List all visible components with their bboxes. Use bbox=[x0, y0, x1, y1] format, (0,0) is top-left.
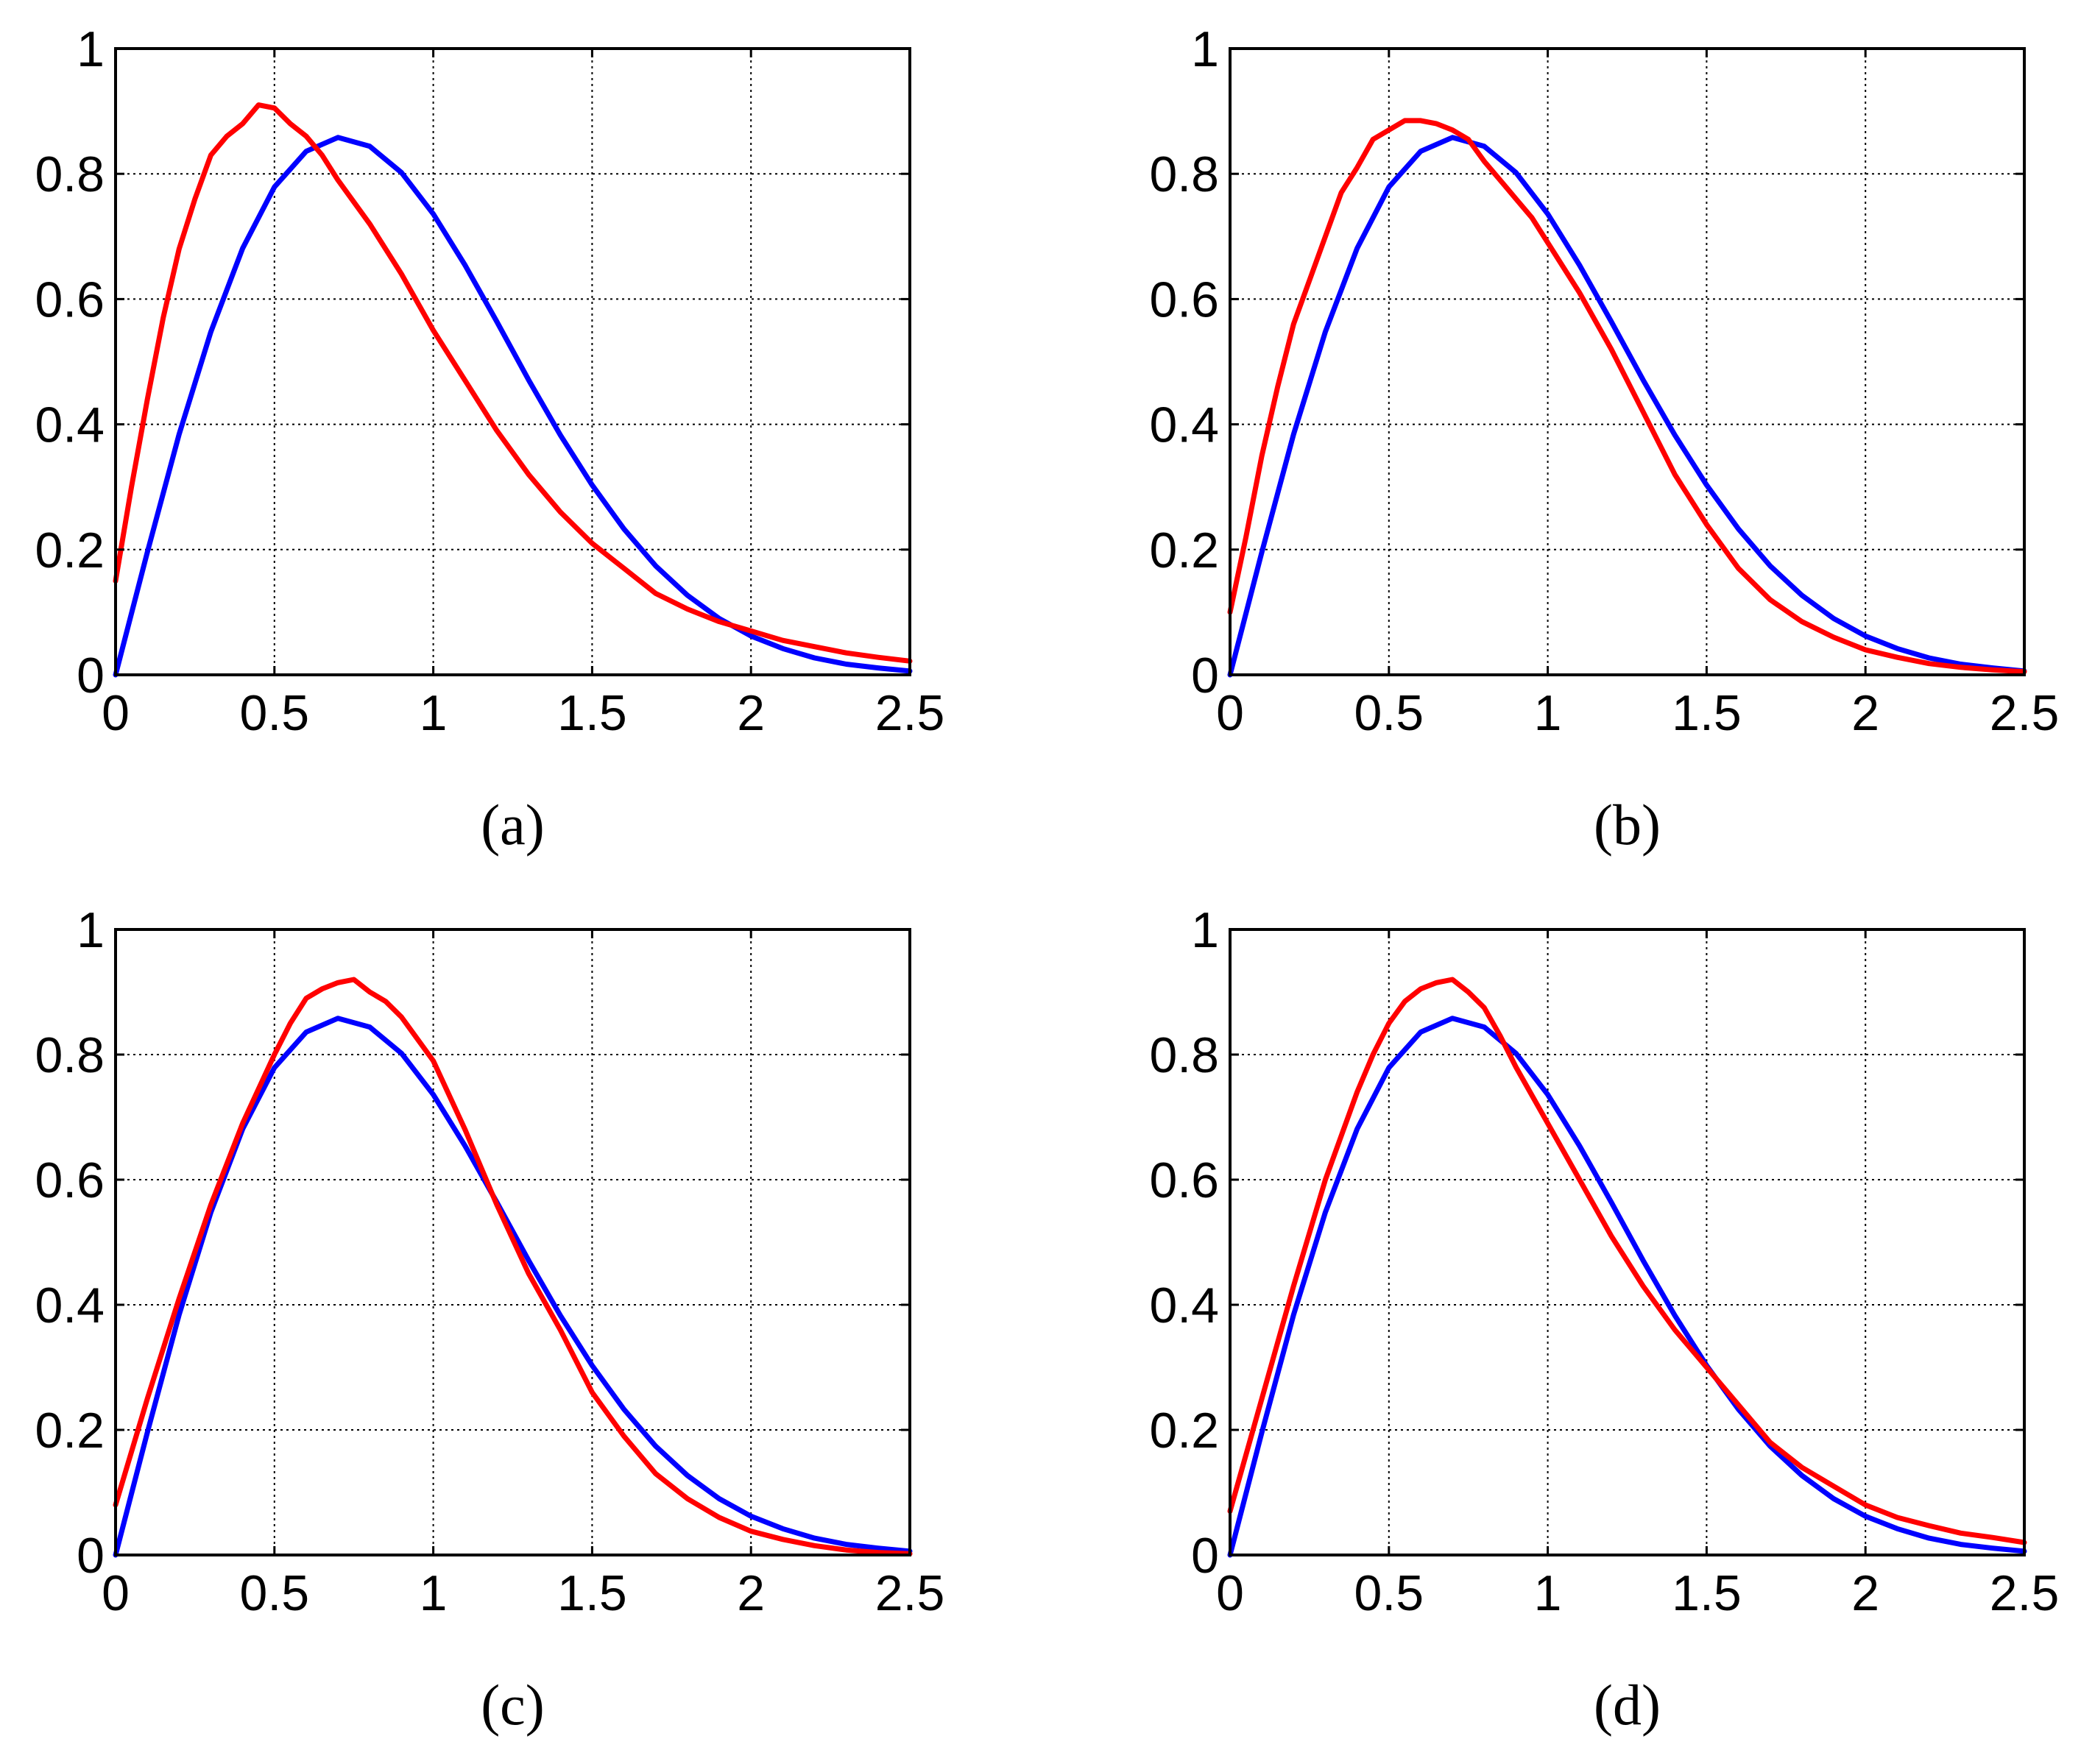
y-tick-label: 0.6 bbox=[1149, 272, 1219, 327]
series-line-red bbox=[113, 977, 913, 1556]
y-tick-label: 1 bbox=[77, 21, 105, 77]
x-tick-label: 2.5 bbox=[1990, 685, 2060, 741]
y-tick-label: 1 bbox=[1191, 902, 1219, 958]
y-tick-label: 0.2 bbox=[35, 1403, 105, 1459]
axes-frame bbox=[114, 47, 911, 676]
y-tick-label: 0 bbox=[77, 648, 105, 704]
y-tick-label: 0.2 bbox=[1149, 1403, 1219, 1459]
x-tick-label: 0.5 bbox=[240, 685, 310, 741]
y-tick-label: 1 bbox=[77, 902, 105, 958]
y-tick-label: 0.4 bbox=[35, 1278, 105, 1333]
y-tick-label: 0.2 bbox=[1149, 523, 1219, 578]
y-tick-label: 0 bbox=[1191, 648, 1219, 704]
y-tick-label: 0.6 bbox=[35, 272, 105, 327]
chart-panel: 0 0.5 1 1.5 2 2.5 0 0.2 0.4 0.6 0.8 1 (c) bbox=[35, 902, 944, 1737]
series-line-blue bbox=[1227, 135, 2027, 678]
y-tick-label: 0.4 bbox=[1149, 1278, 1219, 1333]
x-tick-label: 1 bbox=[420, 685, 448, 741]
x-tick-label: 1 bbox=[420, 1565, 448, 1621]
series-line-blue bbox=[113, 1016, 913, 1558]
y-tick-label: 0.8 bbox=[35, 146, 105, 202]
y-tick-label: 1 bbox=[1191, 21, 1219, 77]
y-tick-label: 0.8 bbox=[1149, 146, 1219, 202]
x-tick-label: 2.5 bbox=[875, 1565, 945, 1621]
series-line-red bbox=[113, 102, 913, 664]
x-tick-label: 0 bbox=[1216, 1565, 1244, 1621]
chart-panel: 0 0.5 1 1.5 2 2.5 0 0.2 0.4 0.6 0.8 1 (a) bbox=[35, 21, 944, 857]
y-tick-label: 0.4 bbox=[35, 397, 105, 453]
x-tick-label: 1.5 bbox=[557, 685, 627, 741]
axes-frame bbox=[114, 928, 911, 1556]
panel-caption: (d) bbox=[1594, 1673, 1661, 1737]
axes-frame bbox=[1229, 928, 2026, 1556]
x-tick-label: 0 bbox=[1216, 685, 1244, 741]
x-tick-label: 0 bbox=[102, 685, 130, 741]
x-tick-label: 2 bbox=[1851, 685, 1879, 741]
chart-panel: 0 0.5 1 1.5 2 2.5 0 0.2 0.4 0.6 0.8 1 (d) bbox=[1149, 902, 2059, 1737]
y-tick-label: 0.6 bbox=[1149, 1152, 1219, 1208]
axes-frame bbox=[1229, 47, 2026, 676]
y-tick-label: 0.6 bbox=[35, 1152, 105, 1208]
x-tick-label: 1.5 bbox=[1672, 1565, 1742, 1621]
x-tick-label: 1.5 bbox=[1672, 685, 1742, 741]
y-tick-label: 0 bbox=[77, 1528, 105, 1584]
series-line-blue bbox=[113, 135, 913, 678]
x-tick-label: 0.5 bbox=[1354, 1565, 1424, 1621]
x-tick-label: 1.5 bbox=[557, 1565, 627, 1621]
x-tick-label: 0.5 bbox=[240, 1565, 310, 1621]
series-line-red bbox=[1227, 118, 2027, 675]
panel-caption: (b) bbox=[1594, 793, 1661, 857]
panel-caption: (a) bbox=[481, 793, 545, 857]
y-tick-label: 0.4 bbox=[1149, 397, 1219, 453]
x-tick-label: 1 bbox=[1534, 685, 1562, 741]
x-tick-label: 0 bbox=[102, 1565, 130, 1621]
y-tick-label: 0.2 bbox=[35, 523, 105, 578]
x-tick-label: 0.5 bbox=[1354, 685, 1424, 741]
x-tick-label: 2 bbox=[737, 685, 765, 741]
y-tick-label: 0.8 bbox=[35, 1027, 105, 1083]
x-tick-label: 2 bbox=[1851, 1565, 1879, 1621]
x-tick-label: 1 bbox=[1534, 1565, 1562, 1621]
chart-panel: 0 0.5 1 1.5 2 2.5 0 0.2 0.4 0.6 0.8 1 (b) bbox=[1149, 21, 2059, 857]
series-line-blue bbox=[1227, 1016, 2027, 1558]
y-tick-label: 0.8 bbox=[1149, 1027, 1219, 1083]
x-tick-label: 2.5 bbox=[1990, 1565, 2060, 1621]
x-tick-label: 2 bbox=[737, 1565, 765, 1621]
series-line-red bbox=[1227, 977, 2027, 1545]
y-tick-label: 0 bbox=[1191, 1528, 1219, 1584]
panel-caption: (c) bbox=[481, 1673, 545, 1737]
x-tick-label: 2.5 bbox=[875, 685, 945, 741]
